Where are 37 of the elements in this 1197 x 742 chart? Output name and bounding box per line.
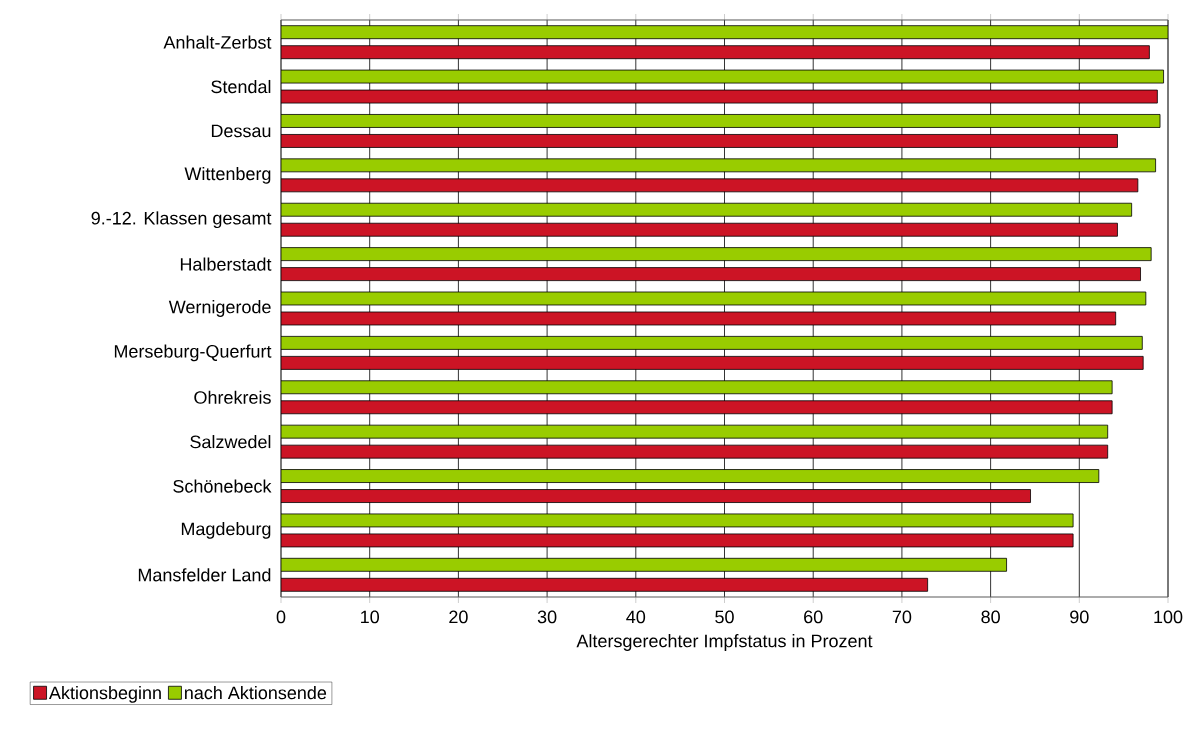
x-tick-label: 20 bbox=[449, 610, 468, 624]
bar bbox=[281, 267, 1141, 282]
y-tick-label: Anhalt-Zerbst bbox=[163, 35, 272, 49]
bar bbox=[281, 222, 1118, 237]
x-tick-label: 0 bbox=[276, 610, 286, 624]
bar bbox=[281, 400, 1113, 415]
y-tick-label: Wernigerode bbox=[168, 300, 271, 317]
bar bbox=[281, 577, 929, 592]
x-tick-label: 70 bbox=[892, 610, 912, 624]
x-axis-title: Altersgerechter Impfstatus in Prozent bbox=[576, 634, 873, 651]
y-tick-label: Salzwedel bbox=[190, 435, 271, 449]
y-tick-label: Schönebeck bbox=[173, 479, 272, 493]
x-tick-label: 30 bbox=[537, 610, 557, 624]
bar bbox=[281, 45, 1150, 60]
x-tick-label: 50 bbox=[715, 610, 734, 624]
bar bbox=[281, 489, 1031, 503]
x-tick-label: 100 bbox=[1154, 610, 1183, 624]
y-tick-label: Wittenberg bbox=[184, 166, 271, 184]
x-tick-label: 80 bbox=[981, 610, 1000, 624]
bar bbox=[281, 178, 1139, 193]
y-tick-label: Ohrekreis bbox=[194, 390, 271, 404]
legend-label: Aktionsbeginn bbox=[48, 686, 161, 703]
x-tick-label: 60 bbox=[804, 610, 823, 624]
x-tick-label: 10 bbox=[361, 610, 380, 624]
y-tick-label: Mansfelder Land bbox=[138, 568, 271, 582]
bar bbox=[281, 134, 1118, 148]
x-tick-label: 40 bbox=[626, 610, 646, 624]
legend-label: nach Aktionsende bbox=[185, 686, 327, 700]
x-tick-label: 90 bbox=[1070, 610, 1089, 624]
bar bbox=[281, 355, 1144, 370]
y-tick-label: Magdeburg bbox=[181, 522, 271, 539]
y-tick-label: 9.-12. Klassen gesamt bbox=[91, 211, 272, 229]
bar bbox=[281, 444, 1109, 459]
y-tick-label: Dessau bbox=[211, 124, 271, 138]
y-tick-label: Merseburg-Querfurt bbox=[114, 344, 272, 362]
y-tick-label: Halberstadt bbox=[180, 257, 272, 271]
y-tick-label: Stendal bbox=[211, 79, 271, 94]
